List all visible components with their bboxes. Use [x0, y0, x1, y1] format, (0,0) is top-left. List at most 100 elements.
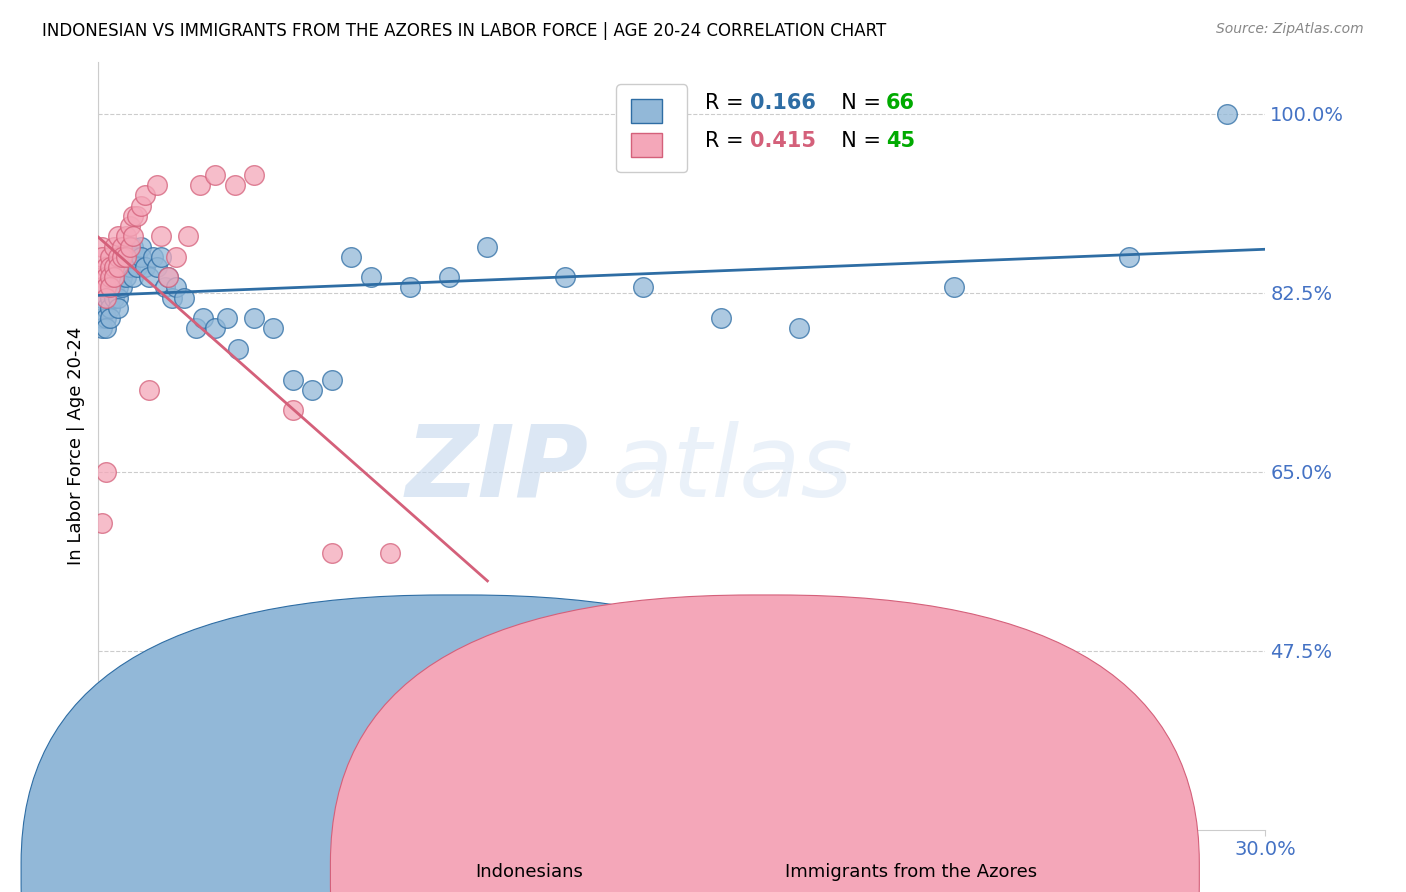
Point — [98, 280, 121, 294]
Point — [162, 291, 184, 305]
Text: N =: N = — [828, 93, 887, 113]
Point — [114, 270, 136, 285]
Point — [103, 239, 125, 253]
Point — [281, 403, 304, 417]
Text: atlas: atlas — [612, 420, 853, 517]
Point — [177, 229, 200, 244]
Point — [107, 260, 129, 274]
Point — [398, 280, 420, 294]
Point — [118, 260, 141, 274]
Point — [134, 188, 156, 202]
Text: 0.166: 0.166 — [749, 93, 815, 113]
Point — [321, 546, 343, 560]
Point — [91, 239, 114, 253]
Point — [193, 311, 215, 326]
Point — [107, 291, 129, 305]
Point — [184, 321, 207, 335]
Point — [165, 280, 187, 294]
Text: 0.415: 0.415 — [749, 131, 815, 152]
Point — [243, 311, 266, 326]
Point — [1215, 106, 1237, 120]
Point — [98, 270, 121, 285]
Point — [91, 291, 114, 305]
Point — [114, 229, 136, 244]
Point — [157, 270, 180, 285]
Point — [224, 178, 246, 193]
Point — [262, 321, 284, 335]
Point — [321, 372, 343, 386]
Point — [281, 372, 304, 386]
Point — [129, 239, 152, 253]
Point — [107, 270, 129, 285]
Text: Immigrants from the Azores: Immigrants from the Azores — [785, 863, 1036, 881]
Point — [437, 270, 460, 285]
Point — [173, 291, 195, 305]
Point — [91, 280, 114, 294]
Point — [96, 270, 118, 285]
Point — [360, 270, 382, 285]
Point — [710, 311, 733, 326]
Point — [437, 740, 460, 755]
Point — [103, 260, 125, 274]
Point — [153, 280, 176, 294]
Point — [477, 239, 499, 253]
Point — [107, 250, 129, 264]
Point — [114, 250, 136, 264]
Point — [111, 280, 134, 294]
Text: INDONESIAN VS IMMIGRANTS FROM THE AZORES IN LABOR FORCE | AGE 20-24 CORRELATION : INDONESIAN VS IMMIGRANTS FROM THE AZORES… — [42, 22, 886, 40]
Point — [107, 301, 129, 315]
Point — [111, 260, 134, 274]
Point — [129, 199, 152, 213]
Point — [631, 280, 654, 294]
Point — [96, 280, 118, 294]
Point — [142, 250, 165, 264]
Point — [111, 250, 134, 264]
Point — [204, 321, 226, 335]
Point — [146, 178, 169, 193]
Point — [127, 260, 149, 274]
Point — [165, 250, 187, 264]
Point — [96, 301, 118, 315]
Point — [96, 321, 118, 335]
Point — [157, 270, 180, 285]
Point — [340, 250, 363, 264]
Point — [107, 229, 129, 244]
Point — [103, 260, 125, 274]
Point — [146, 260, 169, 274]
Point — [114, 250, 136, 264]
Point — [91, 321, 114, 335]
Point — [96, 291, 118, 305]
Point — [98, 280, 121, 294]
Point — [107, 280, 129, 294]
Point — [98, 250, 121, 264]
Point — [554, 270, 576, 285]
Point — [98, 291, 121, 305]
Point — [98, 301, 121, 315]
Point — [103, 270, 125, 285]
Text: ZIP: ZIP — [405, 420, 589, 517]
Text: Source: ZipAtlas.com: Source: ZipAtlas.com — [1216, 22, 1364, 37]
Point — [188, 178, 211, 193]
Text: N =: N = — [828, 131, 887, 152]
Point — [96, 260, 118, 274]
Point — [138, 270, 160, 285]
Point — [138, 383, 160, 397]
Text: R =: R = — [706, 93, 751, 113]
Point — [149, 250, 172, 264]
Point — [103, 280, 125, 294]
Text: Indonesians: Indonesians — [475, 863, 583, 881]
Point — [111, 239, 134, 253]
Point — [91, 250, 114, 264]
Point — [243, 168, 266, 182]
Point — [103, 291, 125, 305]
Point — [98, 270, 121, 285]
Point — [91, 270, 114, 285]
Point — [1118, 250, 1140, 264]
Point — [118, 250, 141, 264]
Point — [134, 260, 156, 274]
Point — [122, 270, 145, 285]
Legend: , : , — [616, 85, 688, 172]
Point — [98, 311, 121, 326]
Point — [122, 229, 145, 244]
Point — [301, 383, 323, 397]
